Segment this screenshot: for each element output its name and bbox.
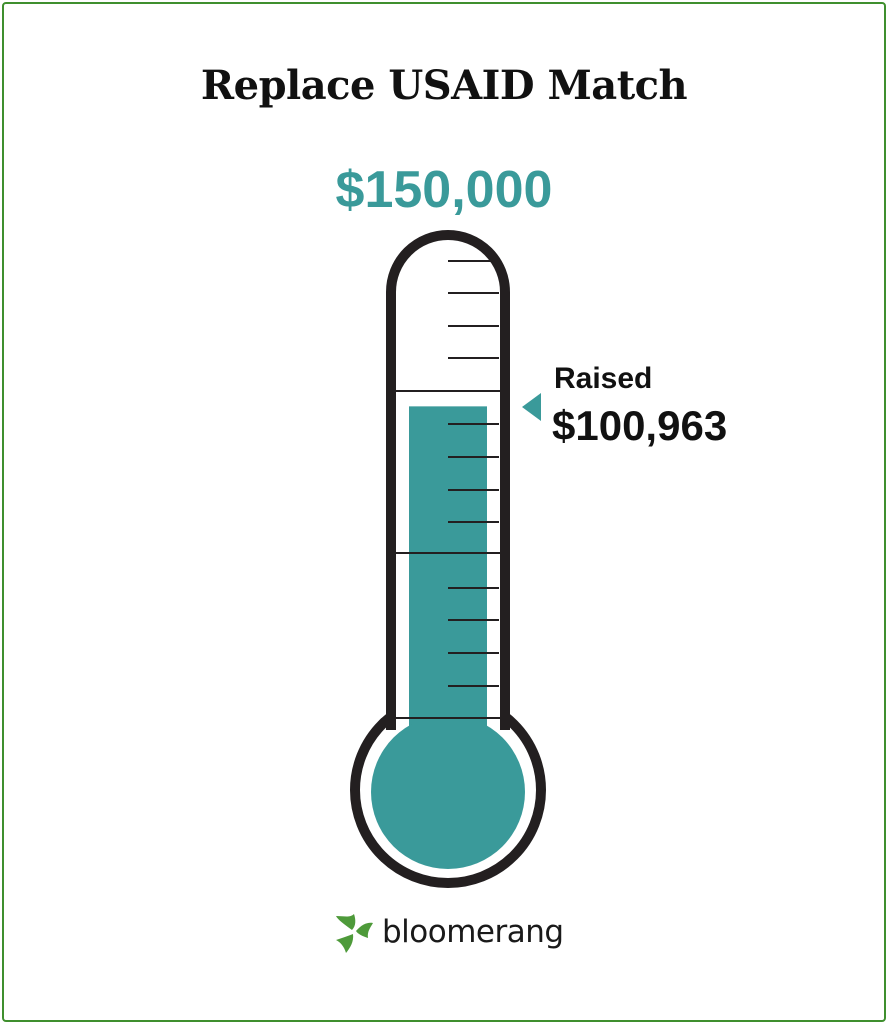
goal-amount: $150,000 [335, 161, 553, 219]
bloomerang-logo[interactable]: bloomerang [334, 910, 564, 954]
bloomerang-leaf-icon [336, 914, 373, 953]
raised-label: Raised [554, 362, 653, 395]
logo-text: bloomerang [382, 914, 564, 950]
raised-value: $100,963 [552, 402, 728, 449]
page-title: Replace USAID Match [200, 62, 688, 109]
bulb-fill [371, 715, 525, 869]
raised-pointer-icon [522, 393, 541, 421]
tick-marks [448, 260, 499, 687]
progress-fill [409, 406, 487, 739]
